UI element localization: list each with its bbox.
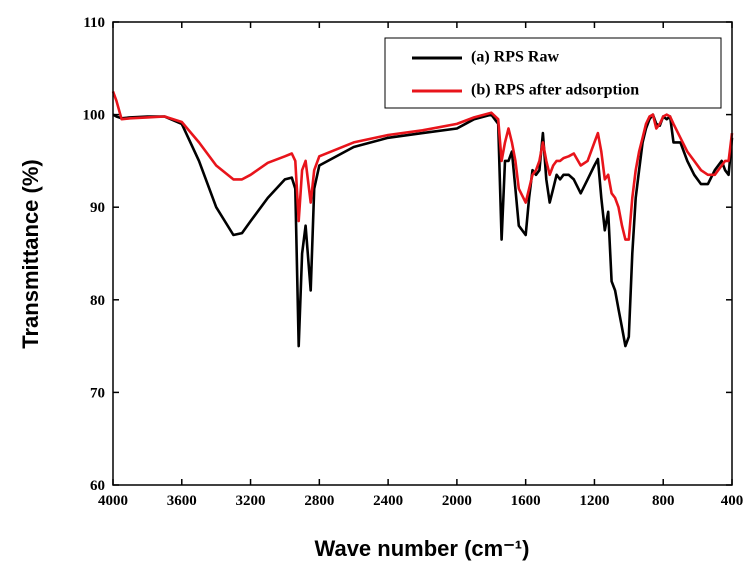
- x-tick-label: 2800: [304, 493, 334, 509]
- x-axis-title: Wave number (cm⁻¹): [315, 536, 530, 561]
- x-tick-label: 4000: [98, 493, 128, 509]
- x-tick-label: 2000: [442, 493, 472, 509]
- x-tick-label: 800: [652, 493, 675, 509]
- x-tick-label: 400: [721, 493, 744, 509]
- x-tick-label: 1600: [511, 493, 541, 509]
- x-tick-label: 3200: [236, 493, 266, 509]
- y-tick-label: 60: [90, 478, 105, 494]
- x-tick-label: 3600: [167, 493, 197, 509]
- y-tick-label: 100: [83, 108, 106, 124]
- x-tick-label: 1200: [579, 493, 609, 509]
- legend-box: [384, 37, 722, 109]
- y-axis-title: Transmittance (%): [18, 159, 43, 349]
- y-tick-label: 80: [90, 293, 105, 309]
- y-tick-label: 70: [90, 385, 105, 401]
- y-tick-label: 110: [83, 15, 105, 31]
- plot-frame: [112, 21, 733, 486]
- x-tick-label: 2400: [373, 493, 403, 509]
- series-line: [111, 90, 734, 241]
- legend-label: (a) RPS Raw: [471, 49, 559, 66]
- y-tick-label: 90: [90, 200, 105, 216]
- legend-label: (b) RPS after adsorption: [471, 82, 639, 99]
